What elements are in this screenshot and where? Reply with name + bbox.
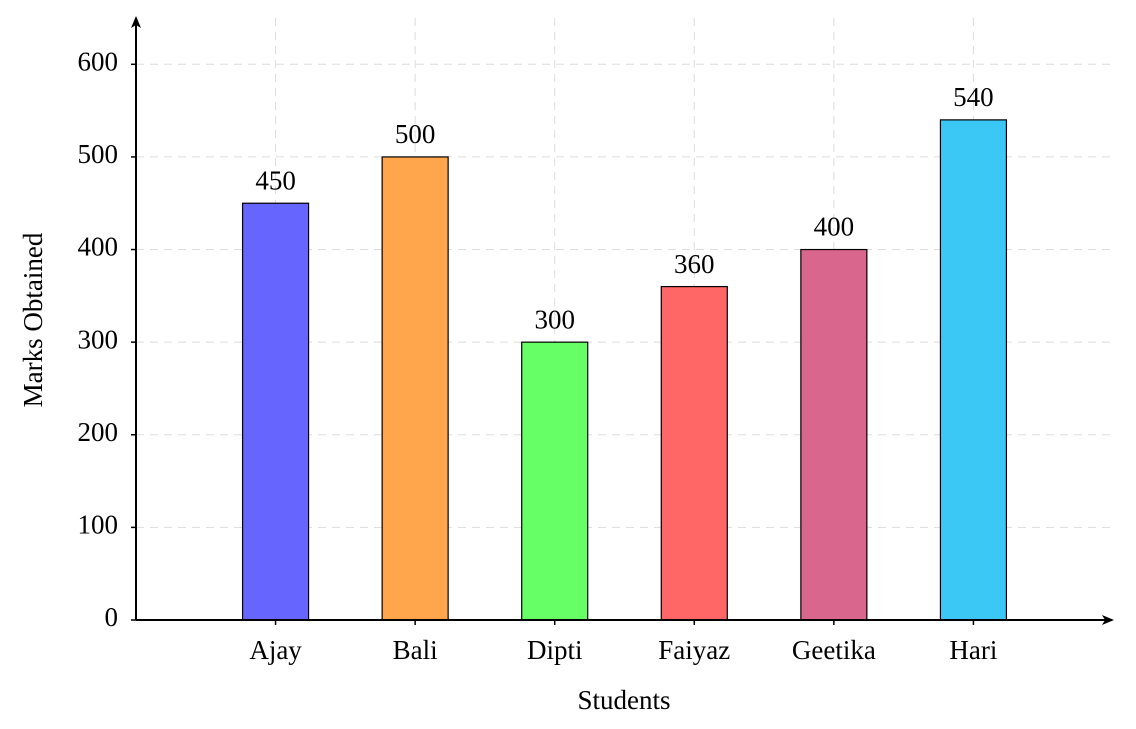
bars — [241, 119, 1008, 621]
bar — [939, 119, 1008, 621]
bar — [241, 202, 310, 621]
y-tick-label: 300 — [78, 324, 119, 354]
bar — [381, 156, 449, 621]
y-tick-label: 100 — [78, 510, 119, 540]
value-label: 540 — [953, 82, 994, 112]
x-tick-label: Geetika — [792, 635, 876, 665]
bar — [800, 248, 868, 621]
value-label: 450 — [255, 165, 296, 195]
y-tick-label: 500 — [78, 139, 119, 169]
x-tick-label: Dipti — [527, 635, 583, 665]
y-axis-label: Marks Obtained — [18, 232, 48, 407]
y-tick-label: 400 — [78, 232, 119, 262]
x-tick-label: Ajay — [249, 635, 302, 665]
x-axis-label: Students — [577, 685, 670, 715]
value-label: 400 — [814, 212, 855, 242]
value-label: 360 — [674, 249, 715, 279]
x-tick-label: Bali — [393, 635, 438, 665]
x-tick-label: Hari — [949, 635, 997, 665]
bar — [521, 341, 589, 621]
value-label: 500 — [395, 119, 436, 149]
y-tick-label: 0 — [105, 602, 119, 632]
y-tick-label: 200 — [78, 417, 119, 447]
y-tick-label: 600 — [78, 47, 119, 77]
value-label: 300 — [534, 304, 575, 334]
bar — [660, 285, 728, 621]
x-tick-label: Faiyaz — [658, 635, 730, 665]
